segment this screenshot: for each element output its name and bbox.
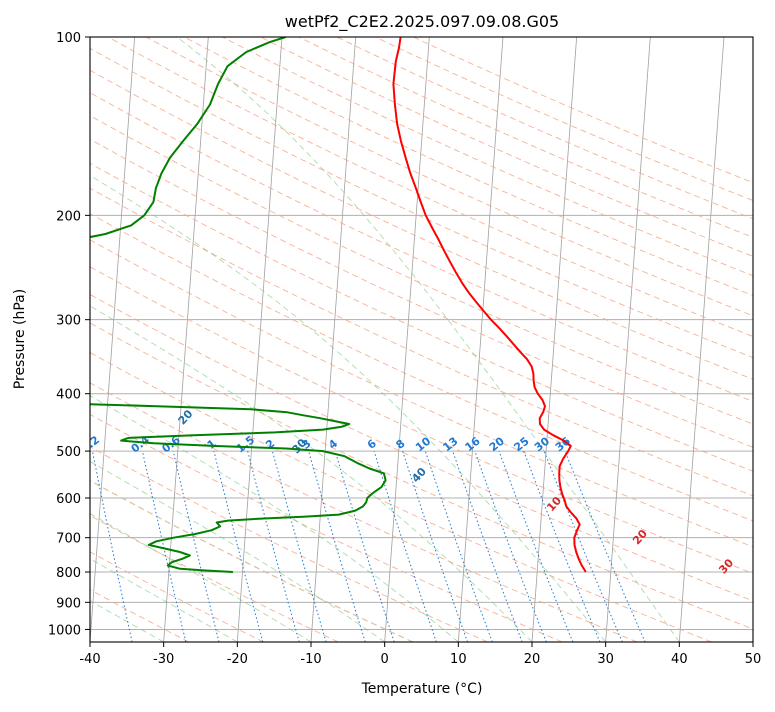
y-tick-label: 500 (56, 445, 81, 460)
isotherm-line (606, 37, 651, 642)
dry-adiabat-line (0, 37, 413, 642)
dry-adiabat-line (108, 37, 775, 642)
x-tick-label: -20 (227, 652, 248, 667)
x-tick-label: 0 (381, 652, 389, 667)
mixing-ratio-label: 4 (326, 437, 340, 452)
y-tick-label: 300 (56, 314, 81, 329)
mixing-ratio-line (93, 451, 133, 642)
x-tick-label: 30 (597, 652, 614, 667)
mixing-ratio-line (453, 451, 522, 642)
moist-adiabat-line (177, 37, 679, 642)
mixing-ratio-line (374, 451, 436, 642)
dry-adiabat-line (413, 37, 775, 642)
x-tick-label: -40 (79, 652, 100, 667)
moist-adiabat-line (0, 37, 606, 642)
isotherm-line (164, 37, 209, 642)
mixing-ratio-line (475, 451, 547, 642)
isotherm-line (385, 37, 430, 642)
mixing-ratio-label: 2 (263, 437, 277, 452)
mixing-ratio-line (544, 451, 622, 642)
dry-adiabat-line (223, 37, 775, 642)
y-tick-label: 400 (56, 388, 81, 403)
dry-adiabat-line (0, 37, 712, 642)
dry-adiabat-label: 40 (409, 465, 429, 485)
mixing-ratio-line (425, 451, 492, 642)
dry-adiabat-line (146, 37, 775, 642)
x-tick-label: 20 (524, 652, 541, 667)
dry-adiabat-line (337, 37, 775, 642)
moist-adiabat-label: 20 (630, 527, 650, 547)
x-tick-label: -10 (300, 652, 321, 667)
moist-adiabat-line (0, 294, 237, 642)
isotherm-line (753, 37, 775, 642)
mixing-ratio-label: 1 (205, 437, 219, 452)
dry-adiabat-line (0, 37, 775, 642)
mixing-ratio-line (499, 451, 573, 642)
isotherm-line (458, 37, 503, 642)
isotherm-line (532, 37, 577, 642)
dry-adiabat-line (0, 37, 189, 642)
moist-adiabat-line (0, 249, 311, 642)
moist-adiabat-line (0, 48, 532, 642)
x-tick-label: 40 (671, 652, 688, 667)
y-tick-label: 600 (56, 492, 81, 507)
dry-adiabat-line (0, 37, 264, 642)
isotherm-line (237, 37, 282, 642)
y-axis-label: Pressure (hPa) (12, 289, 28, 389)
x-axis-label: Temperature (°C) (361, 681, 483, 697)
dry-adiabat-line (0, 37, 637, 642)
mixing-ratio-line (173, 451, 219, 642)
y-tick-label: 800 (56, 566, 81, 581)
x-tick-label: 10 (450, 652, 467, 667)
mixing-ratio-line (143, 451, 186, 642)
y-tick-label: 1000 (48, 623, 81, 638)
y-tick-label: 100 (56, 31, 81, 46)
dry-adiabat-line (0, 37, 338, 642)
mixing-ratio-line (565, 451, 645, 642)
mixing-ratio-line (248, 451, 300, 642)
mixing-ratio-line (309, 451, 366, 642)
mixing-ratio-label: 0.1 (32, 433, 55, 455)
y-tick-label: 200 (56, 209, 81, 224)
dry-adiabat-line (32, 37, 775, 642)
mixing-ratio-label: 8 (393, 437, 407, 452)
isotherm-line (679, 37, 724, 642)
x-tick-label: -30 (153, 652, 174, 667)
moist-adiabat-label: 30 (716, 556, 736, 576)
mixing-ratio-label: 6 (365, 437, 379, 452)
x-tick-label: 50 (745, 652, 762, 667)
dry-adiabat-label: 20 (176, 407, 196, 427)
chart-title: wetPf2_C2E2.2025.097.09.08.G05 (285, 12, 559, 32)
dry-adiabat-line (299, 37, 775, 642)
mixing-ratio-label: 1.5 (234, 433, 257, 455)
y-tick-label: 700 (56, 532, 81, 547)
y-tick-label: 900 (56, 596, 81, 611)
